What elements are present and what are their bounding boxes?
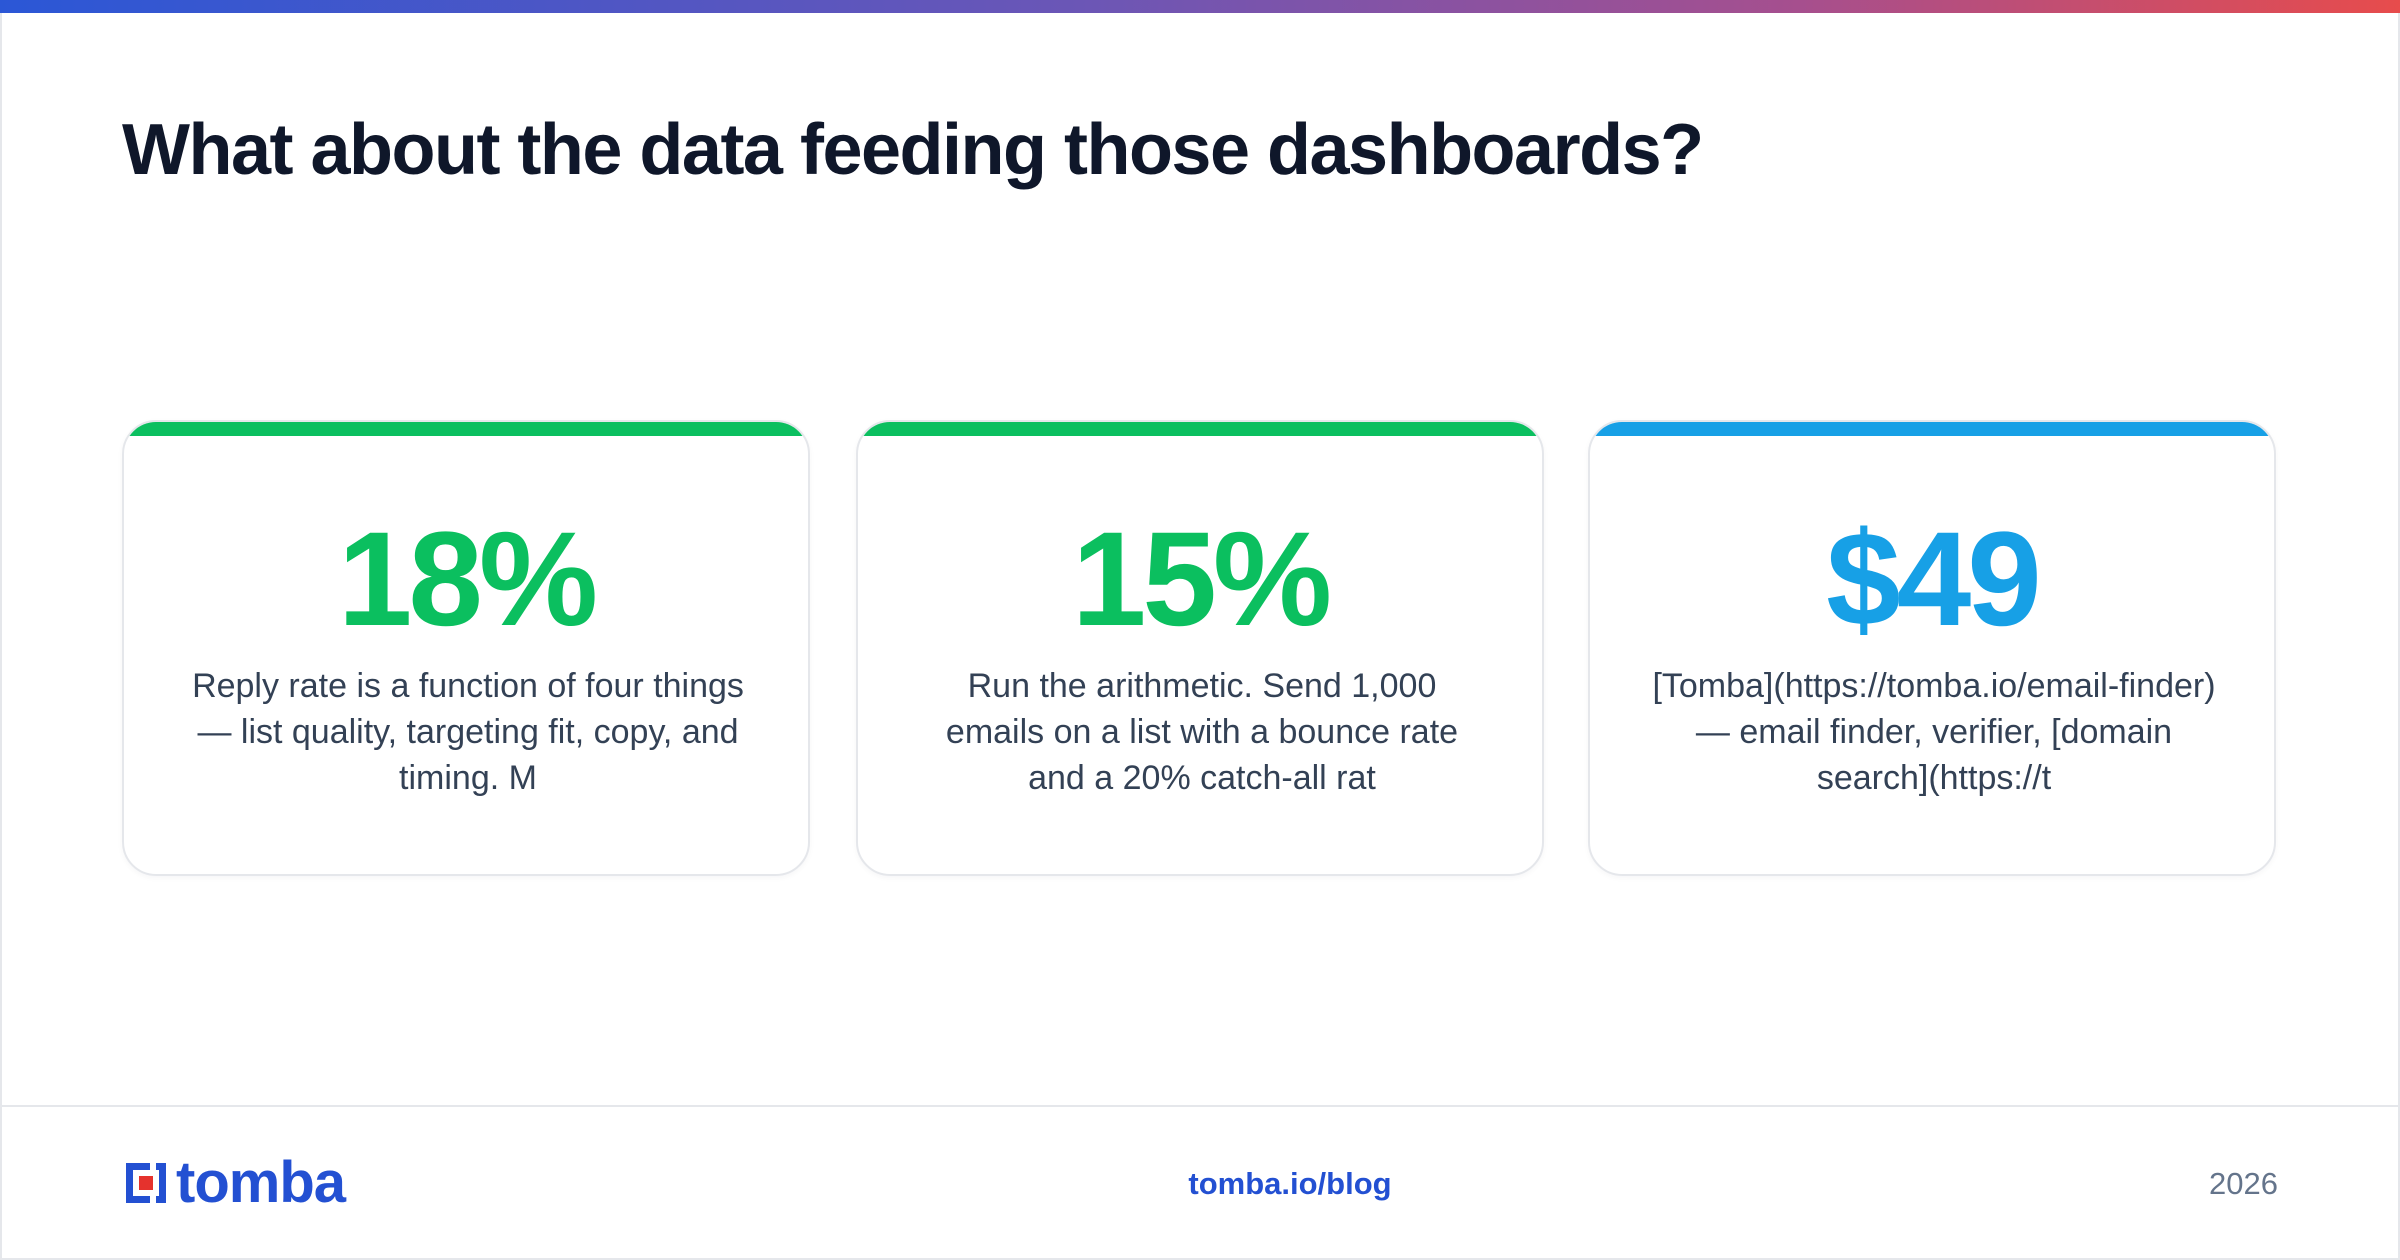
stat-card-bounce-rate: 15% Run the arithmetic. Send 1,000 email… [856,420,1544,876]
logo-wordmark: tomba [176,1150,346,1215]
blog-link[interactable]: tomba.io/blog [1188,1166,1392,1201]
stat-card-reply-rate: 18% Reply rate is a function of four thi… [122,420,810,876]
card-accent-bar [124,422,808,436]
card-accent-bar [1590,422,2274,436]
stat-value: 15% [1071,505,1332,654]
stat-description: Run the arithmetic. Send 1,000 emails on… [945,667,1459,797]
stat-value: 18% [337,505,598,654]
footer-year: 2026 [2209,1166,2278,1201]
footer-divider [0,1105,2400,1107]
stat-description: [Tomba](https://tomba.io/email-finder) —… [1652,667,2216,797]
tomba-logo-icon [126,1163,166,1203]
tomba-logo[interactable]: tomba [122,1150,346,1215]
stat-value: $49 [1826,505,2042,654]
page-title: What about the data feeding those dashbo… [122,110,1704,190]
card-accent-bar [858,422,1542,436]
stat-description: Reply rate is a function of four things … [192,667,744,797]
gradient-top-bar [0,0,2400,13]
stat-card-price: $49 [Tomba](https://tomba.io/email-finde… [1588,420,2276,876]
